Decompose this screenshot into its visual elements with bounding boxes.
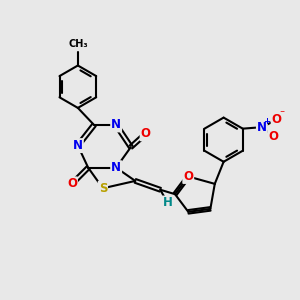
Text: O: O — [269, 130, 279, 142]
Text: N: N — [257, 121, 267, 134]
Text: N: N — [111, 161, 121, 174]
Text: N: N — [111, 118, 121, 131]
Text: H: H — [163, 196, 172, 209]
Text: +: + — [263, 117, 270, 126]
Text: ⁻: ⁻ — [279, 110, 284, 119]
Text: O: O — [272, 113, 282, 126]
Text: S: S — [99, 182, 107, 195]
Text: O: O — [67, 177, 77, 190]
Text: O: O — [183, 170, 193, 183]
Text: CH₃: CH₃ — [68, 39, 88, 49]
Text: O: O — [141, 127, 151, 140]
Text: N: N — [73, 139, 83, 152]
